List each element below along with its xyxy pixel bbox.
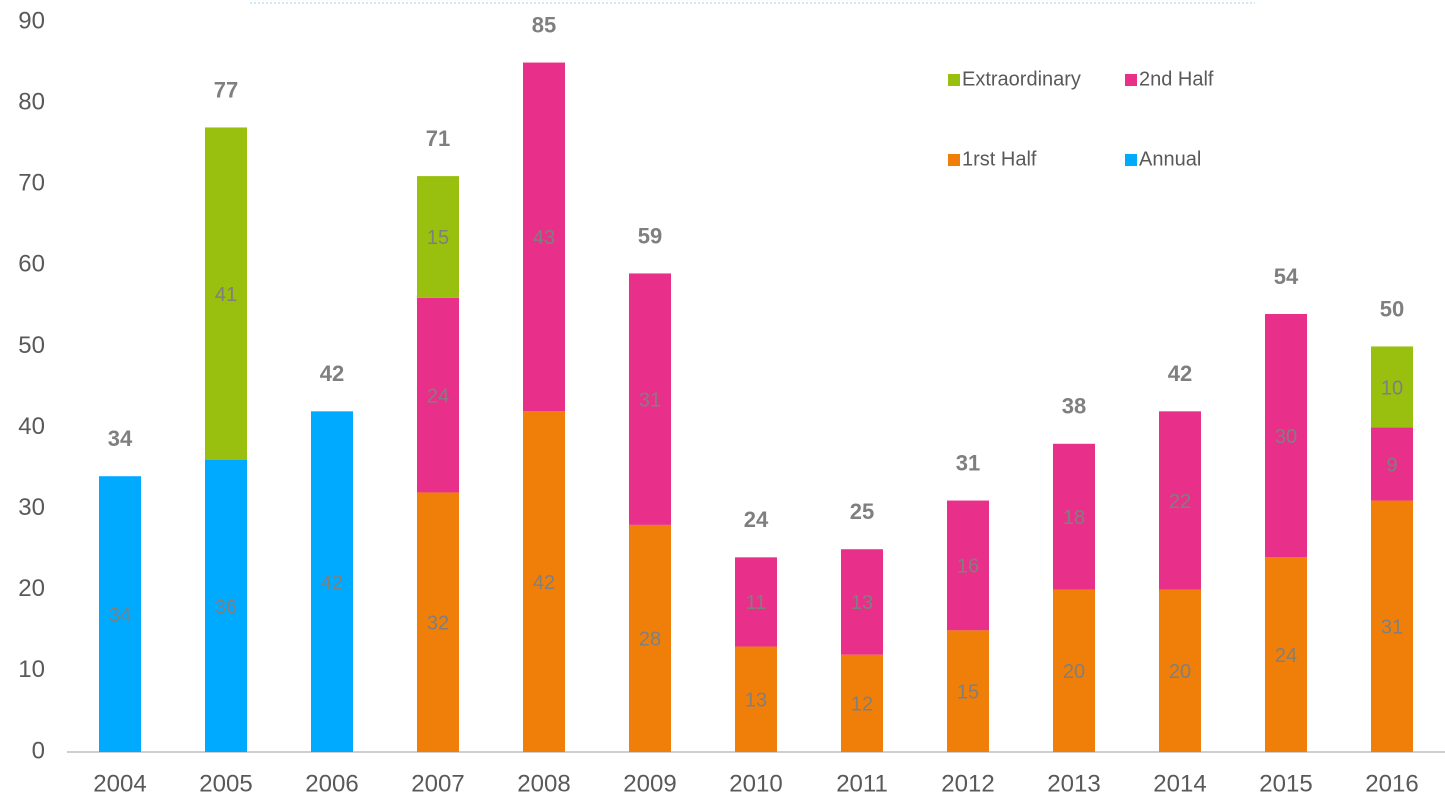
- total-label: 42: [1168, 361, 1192, 386]
- segment-label: 42: [321, 572, 343, 594]
- segment-label: 13: [745, 690, 767, 712]
- bar-segment: [523, 411, 565, 752]
- x-tick-label: 2007: [411, 770, 464, 797]
- legend-label: Extraordinary: [962, 68, 1081, 90]
- bar-segment: [205, 127, 247, 460]
- bar-segment: [205, 460, 247, 752]
- bar-segment: [1159, 589, 1201, 752]
- x-tick-label: 2012: [941, 770, 994, 797]
- y-tick-label: 20: [18, 575, 45, 602]
- total-label: 77: [214, 77, 238, 102]
- segment-label: 16: [957, 556, 979, 578]
- segment-label: 43: [533, 227, 555, 249]
- y-tick-label: 50: [18, 332, 45, 359]
- bar-segment: [417, 297, 459, 493]
- legend-label: Annual: [1139, 148, 1201, 170]
- x-tick-label: 2011: [836, 770, 888, 797]
- bar-segment: [735, 646, 777, 752]
- total-label: 34: [108, 426, 133, 451]
- segment-label: 9: [1386, 454, 1397, 476]
- legend-label: 2nd Half: [1139, 68, 1214, 90]
- total-label: 31: [956, 450, 980, 475]
- segment-label: 42: [533, 572, 555, 594]
- total-label: 24: [744, 507, 769, 532]
- total-label: 71: [426, 126, 450, 151]
- total-label: 50: [1380, 296, 1404, 321]
- bar-segment: [311, 411, 353, 752]
- bar-segment: [629, 273, 671, 525]
- bar-segment: [1159, 411, 1201, 590]
- bar-segment: [99, 476, 141, 752]
- x-tick-label: 2005: [199, 770, 252, 797]
- total-label: 59: [638, 223, 662, 248]
- y-tick-label: 30: [18, 494, 45, 521]
- segment-label: 30: [1275, 426, 1297, 448]
- segment-label: 10: [1381, 377, 1403, 399]
- y-tick-label: 80: [18, 88, 45, 115]
- bar-segment: [735, 557, 777, 647]
- segment-label: 13: [851, 592, 873, 614]
- segment-label: 32: [427, 613, 449, 635]
- legend-label: 1rst Half: [962, 148, 1037, 170]
- segment-label: 24: [1275, 645, 1297, 667]
- segment-label: 20: [1169, 661, 1191, 683]
- total-label: 38: [1062, 394, 1086, 419]
- x-tick-label: 2008: [517, 770, 570, 797]
- y-tick-label: 0: [32, 737, 45, 764]
- segment-label: 12: [851, 694, 873, 716]
- bar-segment: [1053, 443, 1095, 590]
- legend-swatch: [1125, 74, 1137, 86]
- total-label: 25: [850, 499, 874, 524]
- bar-segment: [841, 549, 883, 655]
- y-tick-label: 60: [18, 251, 45, 278]
- segment-label: 15: [957, 681, 979, 703]
- legend-swatch: [948, 154, 960, 166]
- x-tick-label: 2009: [623, 770, 676, 797]
- legend-swatch: [1125, 154, 1137, 166]
- segment-label: 20: [1063, 661, 1085, 683]
- x-tick-label: 2016: [1365, 770, 1418, 797]
- total-label: 85: [532, 12, 556, 37]
- bar-segment: [947, 500, 989, 631]
- bar-segment: [1371, 427, 1413, 501]
- segment-label: 41: [215, 284, 237, 306]
- segment-label: 15: [427, 227, 449, 249]
- total-label: 54: [1274, 264, 1299, 289]
- segment-label: 34: [109, 604, 131, 626]
- bar-segment: [1265, 314, 1307, 558]
- legend-swatch: [948, 74, 960, 86]
- bar-segment: [523, 62, 565, 412]
- y-tick-label: 40: [18, 413, 45, 440]
- segment-label: 28: [639, 629, 661, 651]
- bar-segment: [947, 630, 989, 752]
- bar-segment: [841, 654, 883, 752]
- x-tick-label: 2006: [305, 770, 358, 797]
- segment-label: 24: [427, 385, 449, 407]
- segment-label: 22: [1169, 491, 1191, 513]
- x-tick-label: 2004: [93, 770, 146, 797]
- total-label: 42: [320, 361, 344, 386]
- bar-segment: [1371, 500, 1413, 752]
- x-tick-label: 2010: [729, 770, 782, 797]
- segment-label: 31: [1381, 617, 1403, 639]
- bar-segment: [1371, 346, 1413, 428]
- bar-segment: [417, 492, 459, 752]
- y-tick-label: 90: [18, 7, 45, 34]
- bar-segment: [1265, 557, 1307, 752]
- x-tick-label: 2015: [1259, 770, 1312, 797]
- bar-segment: [417, 176, 459, 298]
- segment-label: 18: [1063, 507, 1085, 529]
- bar-segment: [1053, 589, 1095, 752]
- bar-segment: [629, 524, 671, 752]
- segment-label: 31: [639, 389, 661, 411]
- segment-label: 11: [746, 592, 767, 614]
- y-tick-label: 10: [18, 656, 45, 683]
- y-tick-label: 70: [18, 170, 45, 197]
- segment-label: 36: [215, 596, 237, 618]
- x-tick-label: 2014: [1153, 770, 1206, 797]
- x-tick-label: 2013: [1047, 770, 1100, 797]
